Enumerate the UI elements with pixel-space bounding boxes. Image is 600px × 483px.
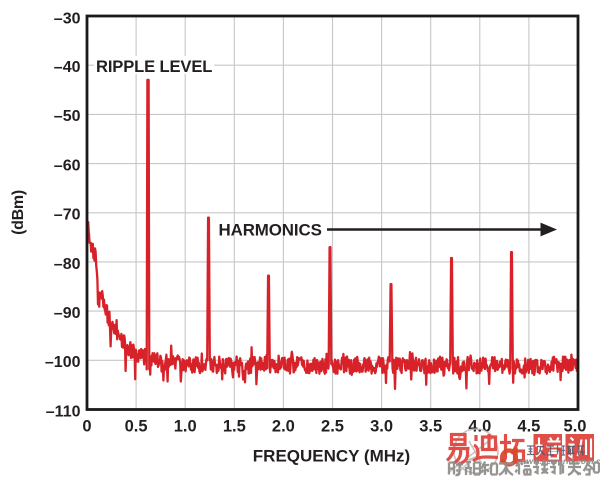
svg-text:RIPPLE LEVEL: RIPPLE LEVEL <box>96 57 212 76</box>
svg-text:1.0: 1.0 <box>174 418 197 436</box>
svg-text:4.5: 4.5 <box>517 418 540 436</box>
svg-text:–40: –40 <box>54 59 81 76</box>
svg-text:2.5: 2.5 <box>321 418 344 436</box>
svg-text:3.0: 3.0 <box>370 418 393 436</box>
svg-text:–70: –70 <box>54 207 81 224</box>
svg-text:–60: –60 <box>54 157 81 174</box>
svg-text:HARMONICS: HARMONICS <box>219 220 322 239</box>
svg-text:0: 0 <box>82 418 91 436</box>
svg-text:–30: –30 <box>54 10 81 27</box>
svg-text:1.5: 1.5 <box>223 418 246 436</box>
svg-text:2.0: 2.0 <box>272 418 295 436</box>
svg-text:5.0: 5.0 <box>564 418 587 436</box>
svg-text:–80: –80 <box>54 256 81 273</box>
svg-text:–50: –50 <box>54 108 81 125</box>
svg-text:–100: –100 <box>45 354 81 371</box>
svg-text:0.5: 0.5 <box>125 418 148 436</box>
svg-text:www.eeworld.com.cn: www.eeworld.com.cn <box>520 456 600 466</box>
svg-text:–110: –110 <box>46 403 81 420</box>
svg-text:FREQUENCY (MHz): FREQUENCY (MHz) <box>253 447 410 466</box>
svg-text:(dBm): (dBm) <box>10 190 27 235</box>
svg-text:–90: –90 <box>54 305 81 322</box>
svg-text:3.5: 3.5 <box>419 418 442 436</box>
